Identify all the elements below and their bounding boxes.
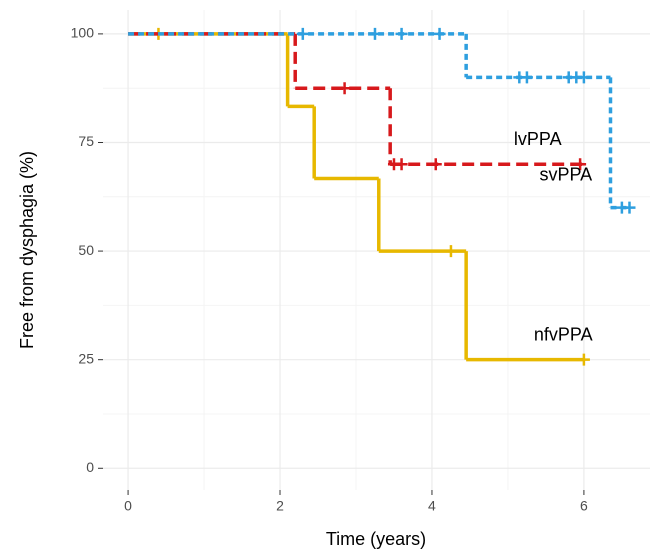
- censor-mark: [577, 353, 590, 366]
- series-label: lvPPA: [514, 129, 562, 149]
- x-tick-label: 4: [428, 498, 436, 514]
- censor-mark: [444, 245, 457, 258]
- x-axis-title: Time (years): [326, 529, 426, 549]
- x-tick-label: 0: [124, 498, 132, 514]
- x-tick-label: 2: [276, 498, 284, 514]
- x-tick-label: 6: [580, 498, 588, 514]
- y-tick-label: 0: [86, 459, 94, 475]
- censor-mark: [577, 71, 590, 84]
- y-tick-label: 100: [71, 25, 95, 41]
- censor-mark: [623, 201, 636, 214]
- y-tick-label: 75: [78, 133, 94, 149]
- series-label: nfvPPA: [534, 324, 593, 344]
- censor-mark: [395, 27, 408, 40]
- censor-mark: [395, 158, 408, 171]
- series-label: svPPA: [539, 164, 592, 184]
- censor-mark: [368, 27, 381, 40]
- y-tick-label: 25: [78, 350, 94, 366]
- censor-mark: [574, 158, 587, 171]
- censor-mark: [520, 71, 533, 84]
- censor-mark: [296, 27, 309, 40]
- y-axis-title: Free from dysphagia (%): [17, 151, 37, 349]
- censor-mark: [429, 158, 442, 171]
- censor-mark: [433, 27, 446, 40]
- y-tick-label: 50: [78, 242, 94, 258]
- censor-mark: [338, 82, 351, 95]
